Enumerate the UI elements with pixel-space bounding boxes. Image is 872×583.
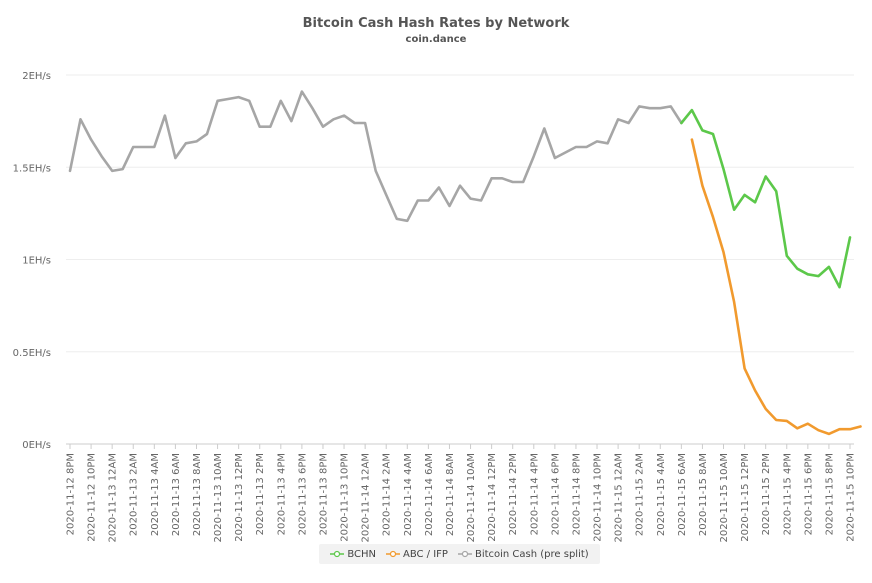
y-tick-label: 0EH/s [22,440,51,451]
x-tick-label: 2020-11-14 2AM [382,453,393,536]
series-line-bchn[interactable] [680,108,852,289]
gridlines [66,74,854,445]
x-tick-label: 2020-11-13 2AM [129,453,140,536]
legend: BCHN ABC / IFP Bitcoin Cash (pre split) [319,544,600,564]
x-tick-label: 2020-11-14 12AM [361,453,372,543]
x-tick-label: 2020-11-14 4PM [529,453,540,535]
y-tick-label: 0.5EH/s [13,348,51,359]
x-tick-label: 2020-11-15 8PM [824,453,835,535]
x-tick-label: 2020-11-13 10AM [213,453,224,543]
x-tick-label: 2020-11-14 6AM [424,453,435,536]
x-tick-label: 2020-11-15 4PM [782,453,793,535]
x-tick-label: 2020-11-12 10PM [87,453,98,542]
x-tick-label: 2020-11-15 2PM [761,453,772,535]
x-tick-label: 2020-11-15 2AM [635,453,646,536]
x-tick-label: 2020-11-14 6PM [550,453,561,535]
x-tick-label: 2020-11-14 8PM [571,453,582,535]
x-tick-label: 2020-11-14 4AM [403,453,414,536]
x-tick-label: 2020-11-15 8AM [698,453,709,536]
x-tick-label: 2020-11-15 4AM [656,453,667,536]
x-tick-label: 2020-11-13 10PM [340,453,351,542]
legend-label: BCHN [347,548,376,560]
legend-swatch-icon [330,550,345,558]
legend-swatch-icon [385,550,400,558]
y-tick-label: 1.5EH/s [13,163,51,174]
y-tick-label: 1EH/s [22,256,51,267]
series-lines [68,90,862,436]
x-tick-label: 2020-11-12 8PM [66,453,77,535]
x-tick-label: 2020-11-13 8AM [192,453,203,536]
x-tick-label: 2020-11-15 10AM [719,453,730,543]
x-axis-ticks: 2020-11-12 8PM 2020-11-12 10PM 2020-11-13 … [66,444,857,543]
legend-swatch-icon [457,550,472,558]
legend-item-bchn[interactable]: BCHN [330,549,376,560]
x-tick-label: 2020-11-13 12AM [108,453,119,543]
series-line-bitcoin-cash-pre-split[interactable] [68,90,683,223]
x-tick-label: 2020-11-13 2PM [255,453,266,535]
chart-title: Bitcoin Cash Hash Rates by Network [302,16,570,31]
x-tick-label: 2020-11-13 6PM [297,453,308,535]
x-tick-label: 2020-11-13 4PM [276,453,287,535]
x-tick-label: 2020-11-13 12PM [234,453,245,542]
x-tick-label: 2020-11-15 6PM [803,453,814,535]
x-tick-label: 2020-11-14 8AM [445,453,456,536]
x-tick-label: 2020-11-14 12PM [487,453,498,542]
x-tick-label: 2020-11-15 6AM [677,453,688,536]
legend-label: ABC / IFP [402,548,448,560]
chart-subtitle: coin.dance [405,34,467,45]
x-tick-label: 2020-11-15 12PM [740,453,751,542]
x-tick-label: 2020-11-15 12AM [614,453,625,543]
x-tick-label: 2020-11-15 10PM [846,453,857,542]
legend-label: Bitcoin Cash (pre split) [474,548,589,560]
legend-item-bitcoin-cash-pre-split[interactable]: Bitcoin Cash (pre split) [457,548,589,560]
x-tick-label: 2020-11-14 10AM [466,453,477,543]
y-axis-ticks: 0EH/s 0.5EH/s 1EH/s 1.5EH/s 2EH/s [13,71,51,451]
x-tick-label: 2020-11-14 2PM [508,453,519,535]
y-tick-label: 2EH/s [22,71,51,82]
x-tick-label: 2020-11-13 8PM [318,453,329,535]
x-tick-label: 2020-11-14 10PM [593,453,604,542]
x-tick-label: 2020-11-13 4AM [150,453,161,536]
x-tick-label: 2020-11-13 6AM [171,453,182,536]
legend-item-abc-ifp[interactable]: ABC / IFP [385,548,448,560]
series-line-abc-ifp[interactable] [690,138,862,436]
